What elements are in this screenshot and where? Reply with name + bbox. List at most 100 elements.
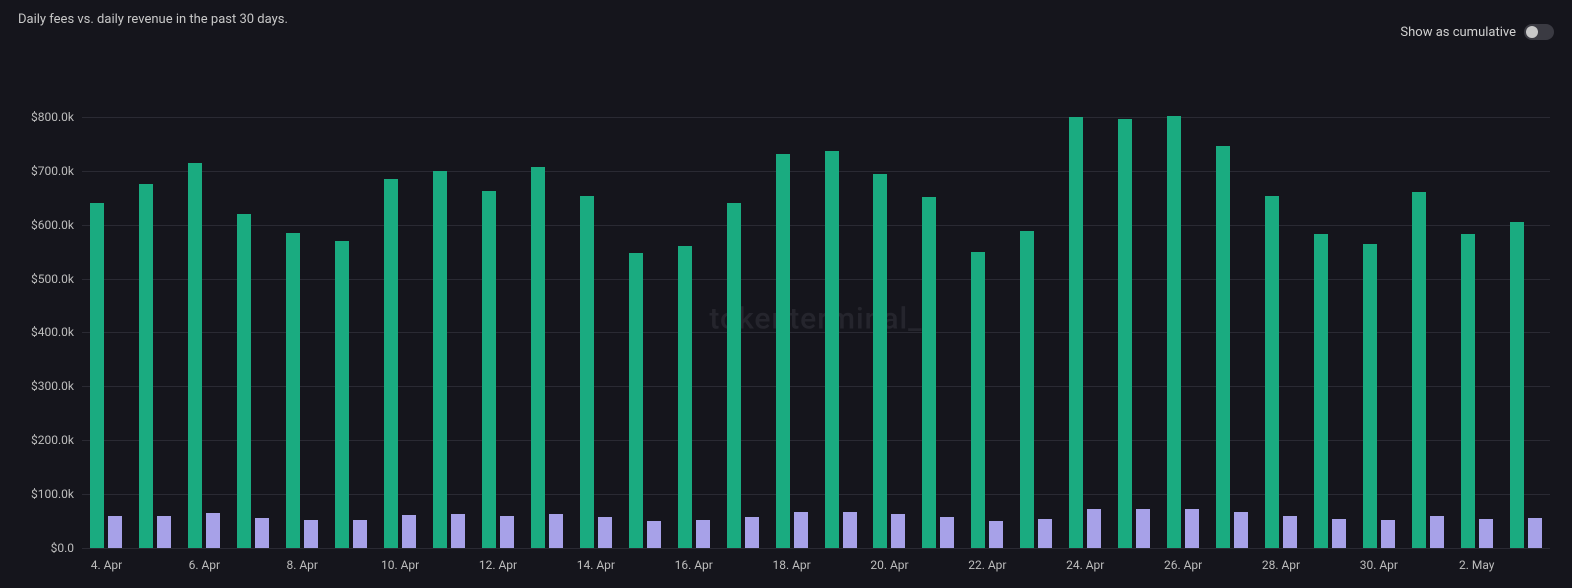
revenue-bar[interactable]: [647, 521, 661, 548]
revenue-bar[interactable]: [1234, 512, 1248, 548]
revenue-bar[interactable]: [1283, 516, 1297, 548]
x-axis-slot: 2. May: [1452, 554, 1501, 578]
revenue-bar[interactable]: [500, 516, 514, 548]
revenue-bar[interactable]: [1479, 519, 1493, 548]
bar-pair: [180, 90, 229, 548]
fees-bar[interactable]: [1461, 234, 1475, 548]
revenue-bar[interactable]: [255, 518, 269, 548]
bar-pair: [1208, 90, 1257, 548]
revenue-bar[interactable]: [891, 514, 905, 548]
fees-bar[interactable]: [286, 233, 300, 548]
x-axis-label: 24. Apr: [1066, 558, 1104, 572]
revenue-bar[interactable]: [206, 513, 220, 548]
fees-bar[interactable]: [482, 191, 496, 548]
x-axis-label: 28. Apr: [1262, 558, 1300, 572]
revenue-bar[interactable]: [1038, 519, 1052, 548]
fees-bar[interactable]: [531, 167, 545, 548]
x-axis-label: 12. Apr: [479, 558, 517, 572]
revenue-bar[interactable]: [108, 516, 122, 548]
fees-bar[interactable]: [629, 253, 643, 548]
fees-bar[interactable]: [776, 154, 790, 548]
revenue-bar[interactable]: [1528, 518, 1542, 548]
x-axis-label: 8. Apr: [286, 558, 318, 572]
x-axis-slot: [131, 554, 180, 578]
fees-bar[interactable]: [727, 203, 741, 548]
fees-bar[interactable]: [1265, 196, 1279, 548]
bar-pair: [131, 90, 180, 548]
bar-pair: [327, 90, 376, 548]
revenue-bar[interactable]: [1381, 520, 1395, 548]
fees-bar[interactable]: [1314, 234, 1328, 548]
revenue-bar[interactable]: [745, 517, 759, 548]
fees-bar[interactable]: [922, 197, 936, 548]
x-axis-slot: [914, 554, 963, 578]
fees-bar[interactable]: [1216, 146, 1230, 548]
x-axis-slot: 10. Apr: [376, 554, 425, 578]
fees-bar[interactable]: [1412, 192, 1426, 548]
fees-bar[interactable]: [139, 184, 153, 548]
bar-pair: [1110, 90, 1159, 548]
x-axis-slot: [327, 554, 376, 578]
bar-pair: [1501, 90, 1550, 548]
revenue-bar[interactable]: [794, 512, 808, 548]
revenue-bar[interactable]: [549, 514, 563, 548]
fees-bar[interactable]: [1510, 222, 1524, 548]
revenue-bar[interactable]: [304, 520, 318, 548]
x-axis-slot: [1305, 554, 1354, 578]
chart-container: Daily fees vs. daily revenue in the past…: [0, 0, 1572, 588]
x-axis-slot: 30. Apr: [1354, 554, 1403, 578]
bar-pair: [82, 90, 131, 548]
fees-bar[interactable]: [433, 171, 447, 548]
cumulative-toggle[interactable]: [1524, 24, 1554, 40]
x-axis-slot: [1501, 554, 1550, 578]
revenue-bar[interactable]: [157, 516, 171, 548]
revenue-bar[interactable]: [451, 514, 465, 548]
bar-pair: [914, 90, 963, 548]
revenue-bar[interactable]: [402, 515, 416, 548]
x-axis-slot: [1012, 554, 1061, 578]
fees-bar[interactable]: [825, 151, 839, 548]
x-axis-slot: [229, 554, 278, 578]
fees-bar[interactable]: [1167, 116, 1181, 548]
fees-bar[interactable]: [971, 252, 985, 548]
fees-bar[interactable]: [1118, 119, 1132, 548]
x-axis-slot: 6. Apr: [180, 554, 229, 578]
revenue-bar[interactable]: [1332, 519, 1346, 548]
x-axis-slot: 4. Apr: [82, 554, 131, 578]
fees-bar[interactable]: [873, 174, 887, 548]
fees-bar[interactable]: [1069, 117, 1083, 548]
bar-pair: [1012, 90, 1061, 548]
fees-bar[interactable]: [384, 179, 398, 548]
revenue-bar[interactable]: [1136, 509, 1150, 548]
fees-bar[interactable]: [580, 196, 594, 548]
fees-bar[interactable]: [1020, 231, 1034, 548]
x-axis-label: 10. Apr: [381, 558, 419, 572]
fees-bar[interactable]: [188, 163, 202, 548]
revenue-bar[interactable]: [843, 512, 857, 548]
revenue-bar[interactable]: [353, 520, 367, 548]
x-axis-slot: [1403, 554, 1452, 578]
x-axis-slot: [522, 554, 571, 578]
y-axis-label: $800.0k: [12, 110, 74, 124]
bar-pair: [425, 90, 474, 548]
revenue-bar[interactable]: [989, 521, 1003, 548]
fees-bar[interactable]: [90, 203, 104, 548]
cumulative-toggle-wrap: Show as cumulative: [1400, 10, 1560, 40]
x-axis-slot: 14. Apr: [571, 554, 620, 578]
x-axis-label: 6. Apr: [189, 558, 221, 572]
fees-bar[interactable]: [1363, 244, 1377, 548]
x-axis-label: 2. May: [1459, 558, 1494, 572]
fees-bar[interactable]: [335, 241, 349, 548]
revenue-bar[interactable]: [1430, 516, 1444, 548]
revenue-bar[interactable]: [1185, 509, 1199, 548]
revenue-bar[interactable]: [1087, 509, 1101, 548]
revenue-bar[interactable]: [940, 517, 954, 548]
x-axis-slot: 8. Apr: [278, 554, 327, 578]
revenue-bar[interactable]: [598, 517, 612, 548]
revenue-bar[interactable]: [696, 520, 710, 548]
x-axis-slot: 12. Apr: [474, 554, 523, 578]
fees-bar[interactable]: [678, 246, 692, 548]
fees-bar[interactable]: [237, 214, 251, 548]
x-axis-label: 26. Apr: [1164, 558, 1202, 572]
bar-pair: [376, 90, 425, 548]
